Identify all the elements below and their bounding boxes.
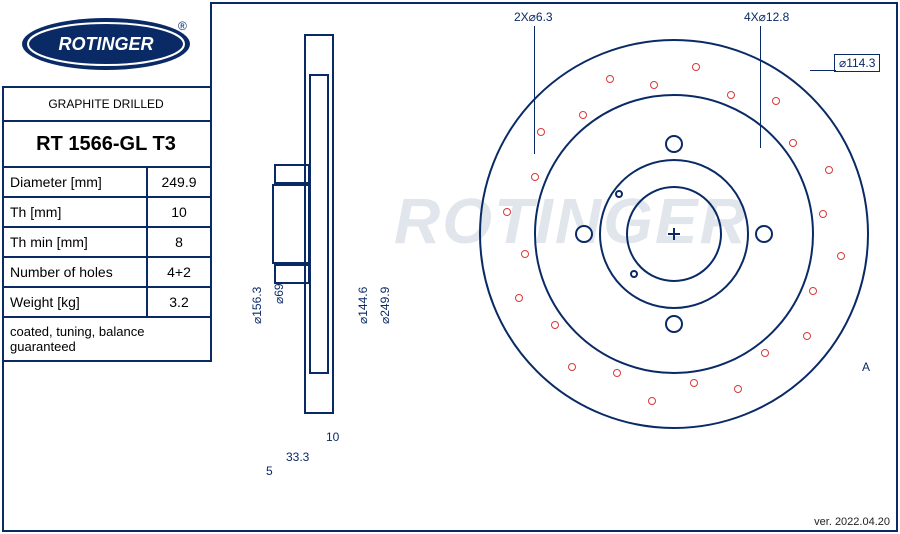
drill-hole xyxy=(537,128,545,136)
spec-value: 3.2 xyxy=(146,288,210,316)
spec-value: 249.9 xyxy=(146,168,210,196)
callout-bolt-holes: 4X⌀12.8 xyxy=(744,10,789,24)
spec-row: Number of holes 4+2 xyxy=(2,258,210,288)
side-view xyxy=(274,34,354,414)
svg-text:®: ® xyxy=(178,19,187,33)
bolt-hole xyxy=(755,225,773,243)
drill-hole xyxy=(648,397,656,405)
drill-hole xyxy=(837,252,845,260)
leader-line xyxy=(810,70,836,71)
dim-thickness: 10 xyxy=(326,430,339,444)
part-number-text: RT 1566-GL T3 xyxy=(36,133,176,156)
drill-hole xyxy=(789,139,797,147)
view-a-label: A xyxy=(862,360,870,374)
spec-value: 8 xyxy=(146,228,210,256)
spec-label: Diameter [mm] xyxy=(2,168,146,196)
note-text: coated, tuning, balance guaranteed xyxy=(10,324,202,354)
callout-locator-holes: 2X⌀6.3 xyxy=(514,10,553,24)
drill-hole xyxy=(772,97,780,105)
spec-label: Number of holes xyxy=(2,258,146,286)
spec-part-number: RT 1566-GL T3 xyxy=(2,122,210,168)
callout-text: 2X⌀6.3 xyxy=(514,10,553,24)
locator-hole xyxy=(615,190,623,198)
callout-text: 4X⌀12.8 xyxy=(744,10,789,24)
spec-row: Th min [mm] 8 xyxy=(2,228,210,258)
drill-hole xyxy=(579,111,587,119)
bolt-hole xyxy=(665,135,683,153)
leader-line xyxy=(760,26,761,148)
bolt-hole xyxy=(665,315,683,333)
spec-subtitle: GRAPHITE DRILLED xyxy=(2,88,210,122)
subtitle-text: GRAPHITE DRILLED xyxy=(48,97,163,111)
spec-value: 10 xyxy=(146,198,210,226)
sv-flange xyxy=(274,164,310,184)
dim-offset-small: 5 xyxy=(266,464,273,478)
leader-line xyxy=(534,26,535,154)
spec-note: coated, tuning, balance guaranteed xyxy=(2,318,210,362)
spec-row: Th [mm] 10 xyxy=(2,198,210,228)
drill-hole xyxy=(819,210,827,218)
drawing-area: ROTINGER ⌀156.3 ⌀69 ⌀144.6 ⌀249.9 5 33.3… xyxy=(214,4,898,510)
dim-d-pcd-inner: ⌀144.6 xyxy=(356,287,370,324)
spec-row: Weight [kg] 3.2 xyxy=(2,288,210,318)
dim-d-hub-bore: ⌀69 xyxy=(272,283,286,304)
drill-hole xyxy=(809,287,817,295)
brand-logo: ROTINGER ® xyxy=(2,2,210,88)
dim-offset-depth: 33.3 xyxy=(286,450,309,464)
dim-d-hat-outer: ⌀156.3 xyxy=(250,287,264,324)
drill-hole xyxy=(613,369,621,377)
spec-label: Weight [kg] xyxy=(2,288,146,316)
spec-label: Th [mm] xyxy=(2,198,146,226)
callout-pcd: ⌀114.3 xyxy=(834,54,880,72)
version-label: ver. 2022.04.20 xyxy=(814,516,890,528)
drill-hole xyxy=(606,75,614,83)
locator-hole xyxy=(630,270,638,278)
center-mark xyxy=(668,228,680,240)
callout-box: ⌀114.3 xyxy=(834,54,880,72)
sv-hat xyxy=(272,184,310,264)
drill-hole xyxy=(521,250,529,258)
sv-flange xyxy=(274,264,310,284)
dim-d-outer: ⌀249.9 xyxy=(378,287,392,324)
spec-row: Diameter [mm] 249.9 xyxy=(2,168,210,198)
drill-hole xyxy=(690,379,698,387)
bolt-hole xyxy=(575,225,593,243)
spec-panel: ROTINGER ® GRAPHITE DRILLED RT 1566-GL T… xyxy=(2,2,212,362)
spec-value: 4+2 xyxy=(146,258,210,286)
spec-label: Th min [mm] xyxy=(2,228,146,256)
svg-text:ROTINGER: ROTINGER xyxy=(58,34,153,54)
sv-inner-cut xyxy=(309,74,329,374)
drill-hole xyxy=(825,166,833,174)
